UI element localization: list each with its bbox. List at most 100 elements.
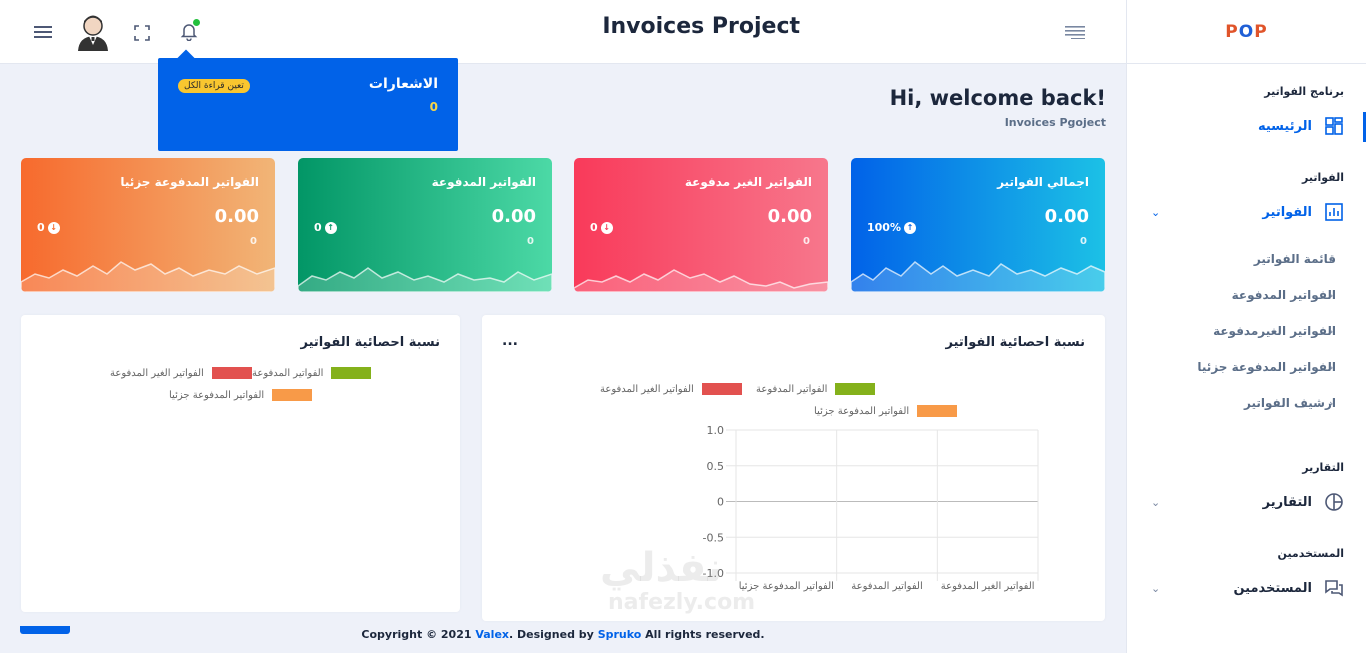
footer-link-spruko[interactable]: Spruko <box>597 628 642 641</box>
hamburger-icon[interactable] <box>32 22 54 42</box>
sidebar-item-label: المستخدمين <box>1233 580 1312 596</box>
panel-menu-button[interactable]: ... <box>502 333 518 349</box>
notifications-dropdown: الاشعارات 0 تعين قراءة الكل <box>158 49 458 151</box>
sidebar-item-reports[interactable]: التقارير <box>1263 492 1344 512</box>
sidebar-subitem[interactable]: الفواتير المدفوعة <box>1232 288 1336 302</box>
category-program: برنامج الفواتير <box>1264 85 1344 98</box>
stat-card[interactable]: الفواتير المدفوعة 0.00 0 0 ↑ <box>298 158 552 292</box>
sidebar-item-users[interactable]: المستخدمين <box>1233 578 1344 598</box>
logo[interactable]: POP <box>1127 0 1366 64</box>
active-indicator <box>1363 112 1366 142</box>
legend-swatch <box>835 383 876 395</box>
panel-title: نسبة احصائية الفواتير <box>300 335 440 350</box>
stat-card[interactable]: اجمالي الفواتير 0.00 0 100% ↑ <box>851 158 1105 292</box>
stat-card[interactable]: الفواتير الغير مدفوعة 0.00 0 0 ↓ <box>574 158 828 292</box>
chevron-left-icon: › <box>1329 361 1334 374</box>
legend-swatch <box>701 383 742 395</box>
card-subvalue: 0 <box>250 236 257 247</box>
card-subvalue: 0 <box>1080 236 1087 247</box>
card-subvalue: 0 <box>803 236 810 247</box>
legend-item[interactable]: الفواتير المدفوعة <box>756 383 876 395</box>
footer: Copyright © 2021 Valex. Designed by Spru… <box>361 628 765 641</box>
sparkline <box>298 267 552 292</box>
sidebar-subitem[interactable]: قائمة الفواتير <box>1254 252 1336 266</box>
legend-label: الفواتير المدفوعة جزئيا <box>169 389 265 401</box>
category-invoices: الفواتير <box>1302 171 1344 184</box>
welcome-title: Hi, welcome back! <box>889 86 1106 110</box>
card-value: 0.00 <box>491 206 536 227</box>
chevron-left-icon: › <box>1329 397 1334 410</box>
legend-swatch <box>211 367 252 379</box>
notification-dot <box>193 19 200 26</box>
back-to-top-button[interactable] <box>20 626 70 634</box>
legend-item[interactable]: الفواتير المدفوعة <box>252 367 372 379</box>
project-title: Invoices Project <box>602 14 800 39</box>
category-reports: التقارير <box>1302 461 1344 474</box>
bar-chart-panel: نسبة احصائية الفواتير ... الفواتير المدف… <box>482 315 1105 621</box>
card-percent: 100% ↑ <box>867 221 916 234</box>
card-value: 0.00 <box>214 206 259 227</box>
sidebar-subitem[interactable]: الفواتير المدفوعة جزئيا <box>1197 360 1336 374</box>
bar-chart: 1.0 0.5 0 -0.5 -1.0 الفواتير الغير المدفوعة ال… <box>703 424 1039 592</box>
chevron-down-icon[interactable]: ⌄ <box>1151 496 1161 509</box>
notifications-title: الاشعارات <box>368 76 438 92</box>
card-percent: 0 ↓ <box>590 221 613 234</box>
fullscreen-icon[interactable] <box>132 23 152 43</box>
y-tick-label: -0.5 <box>703 531 724 544</box>
sparkline <box>851 261 1105 292</box>
legend-item[interactable]: الفواتير الغير المدفوعة <box>110 367 252 379</box>
legend-label: الفواتير المدفوعة <box>756 383 828 395</box>
panel-title: نسبة احصائية الفواتير <box>945 335 1085 350</box>
y-tick-label: 1.0 <box>707 424 725 437</box>
mark-all-read-button[interactable]: تعين قراءة الكل <box>178 79 250 93</box>
card-title: الفواتير المدفوعة <box>431 175 536 189</box>
stat-card[interactable]: الفواتير المدفوعة جزئيا 0.00 0 0 ↓ <box>21 158 275 292</box>
arrow-down-icon: ↓ <box>600 221 613 234</box>
bar-chart-icon <box>1324 202 1344 222</box>
chevron-down-icon[interactable]: ⌄ <box>1151 206 1161 219</box>
legend-label: الفواتير الغير المدفوعة <box>600 383 694 395</box>
sidebar-subitem-label: الفواتير المدفوعة <box>1231 288 1336 302</box>
watermark: نفذلي <box>600 545 723 591</box>
card-subvalue: 0 <box>527 236 534 247</box>
footer-link-valex[interactable]: Valex <box>475 628 510 641</box>
top-header: Invoices Project <box>0 0 1126 64</box>
chevron-down-icon[interactable]: ⌄ <box>1151 582 1161 595</box>
legend-item[interactable]: الفواتير الغير المدفوعة <box>600 383 742 395</box>
card-value: 0.00 <box>767 206 812 227</box>
sidebar-subitem[interactable]: ارشيف الفواتير <box>1244 396 1336 410</box>
legend-item[interactable]: الفواتير المدفوعة جزئيا <box>814 405 958 417</box>
sidebar: POP برنامج الفواتير الرئيسيه الفواتير ال… <box>1126 0 1366 653</box>
sidebar-subitem[interactable]: الفواتير الغيرمدفوعة <box>1213 324 1336 338</box>
user-avatar[interactable] <box>74 12 112 52</box>
sidebar-item-home[interactable]: الرئيسيه <box>1258 116 1344 136</box>
card-percent: 0 ↓ <box>37 221 60 234</box>
arrow-up-icon: ↑ <box>903 221 916 234</box>
sidebar-subitem-label: الفواتير الغيرمدفوعة <box>1213 324 1336 338</box>
legend-swatch <box>331 367 372 379</box>
sidebar-subitem-label: قائمة الفواتير <box>1253 252 1336 266</box>
legend-item[interactable]: الفواتير المدفوعة جزئيا <box>169 389 313 401</box>
sidebar-item-invoices[interactable]: الفواتير <box>1262 202 1344 222</box>
legend-label: الفواتير الغير المدفوعة <box>110 367 204 379</box>
card-percent: 0 ↑ <box>314 221 337 234</box>
arrow-up-icon: ↑ <box>324 221 337 234</box>
bell-icon[interactable] <box>178 19 200 42</box>
card-title: الفواتير الغير مدفوعة <box>684 175 812 189</box>
chevron-left-icon: › <box>1329 289 1334 302</box>
chat-icon <box>1324 578 1344 598</box>
align-right-icon[interactable] <box>1064 24 1086 40</box>
card-value: 0.00 <box>1044 206 1089 227</box>
pie-chart-icon <box>1324 492 1344 512</box>
legend-swatch <box>272 389 313 401</box>
y-tick-label: -1.0 <box>703 567 724 580</box>
notifications-count: 0 <box>429 100 438 114</box>
chevron-left-icon: › <box>1329 325 1334 338</box>
y-tick-label: 0.5 <box>707 460 725 473</box>
logo-text: POP <box>1225 21 1268 42</box>
legend-label: الفواتير المدفوعة <box>252 367 324 379</box>
x-tick-label: الفواتير الغير المدفوعة <box>941 581 1035 592</box>
legend-label: الفواتير المدفوعة جزئيا <box>814 405 910 417</box>
chevron-left-icon: › <box>1329 253 1334 266</box>
dashboard-icon <box>1324 116 1344 136</box>
